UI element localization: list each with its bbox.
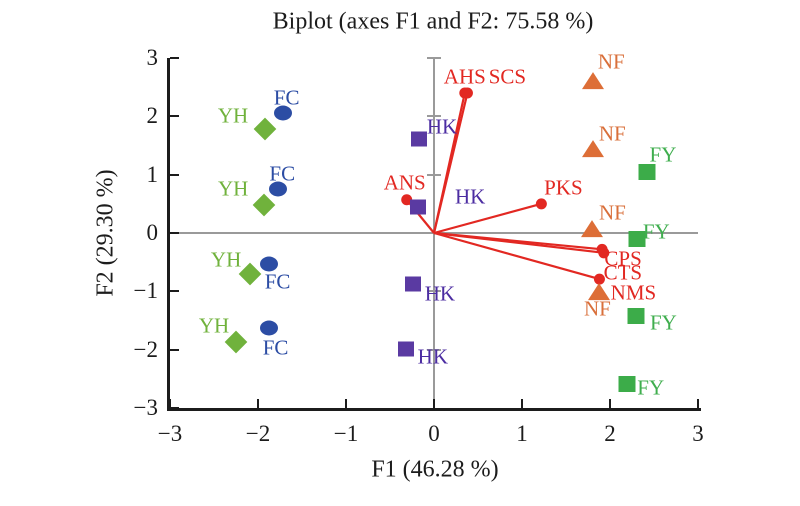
data-point-label-fc: FC	[273, 85, 300, 110]
data-point-fc	[259, 256, 278, 272]
data-point-label-fc: FC	[269, 161, 296, 186]
x-tick-label: −1	[333, 421, 359, 446]
zero-line-tick	[427, 57, 441, 59]
vector-tip-ans	[401, 194, 413, 206]
data-point-fc	[259, 320, 278, 336]
data-point-fy	[628, 230, 646, 247]
y-tick-label: −2	[133, 336, 158, 362]
x-tick-label: 2	[604, 421, 616, 446]
y-axis-line	[167, 58, 170, 411]
zero-line-tick	[427, 115, 441, 118]
y-axis-tick	[170, 57, 179, 59]
data-point-label-yh: YH	[210, 247, 242, 272]
data-point-label-hk: HK	[454, 184, 486, 209]
data-point-label-fc: FC	[264, 269, 291, 294]
vector-label-cps: CPS	[604, 246, 642, 271]
data-point-label-nf: NF	[598, 200, 626, 225]
x-axis-tick	[433, 399, 435, 408]
data-point-label-fy: FY	[649, 142, 677, 167]
vector-line-nms	[433, 231, 600, 281]
data-point-nf	[582, 139, 605, 157]
x-axis-tick	[257, 399, 259, 408]
data-point-label-yh: YH	[217, 103, 249, 128]
data-point-hk	[410, 199, 427, 215]
y-axis-tick	[170, 348, 179, 351]
x-axis-tick	[697, 399, 699, 408]
data-point-label-fy: FY	[642, 219, 670, 244]
data-point-nf	[581, 220, 604, 238]
data-point-label-fy: FY	[649, 310, 677, 335]
vector-tip-scs	[461, 87, 473, 99]
x-axis-title: F1 (46.28 %)	[371, 456, 499, 483]
zero-line-tick	[427, 173, 441, 176]
vector-label-pks: PKS	[544, 175, 583, 200]
x-tick-label: 3	[692, 421, 704, 446]
vector-label-scs: SCS	[488, 64, 527, 89]
x-tick-label: 1	[516, 421, 528, 446]
data-point-label-hk: HK	[424, 281, 456, 306]
chart-title: Biplot (axes F1 and F2: 75.58 %)	[272, 8, 594, 35]
vector-label-cts: CTS	[603, 260, 643, 285]
vector-line-cts	[433, 231, 604, 254]
zero-line-tick	[427, 290, 441, 293]
vector-tip-nms	[593, 273, 605, 285]
data-point-fc	[273, 105, 292, 121]
x-tick-label: 0	[428, 421, 440, 446]
vector-tip-pks	[535, 198, 547, 210]
data-point-label-nf: NF	[598, 121, 626, 146]
data-point-label-hk: HK	[417, 344, 448, 368]
x-axis-tick	[169, 399, 171, 408]
data-point-hk	[411, 131, 428, 146]
x-tick-label: −3	[157, 421, 183, 446]
data-point-label-fc: FC	[262, 335, 289, 360]
y-tick-label: 1	[146, 161, 159, 187]
data-point-label-nf: NF	[584, 296, 611, 321]
y-axis-tick	[170, 290, 179, 293]
data-point-fy	[627, 308, 645, 325]
y-axis-tick	[170, 115, 179, 118]
data-point-fy	[618, 375, 636, 392]
data-point-fc	[269, 181, 288, 197]
y-tick-label: 3	[146, 45, 159, 70]
vector-line-pks	[433, 202, 542, 235]
data-point-label-nf: NF	[597, 49, 625, 74]
y-axis-tick	[170, 232, 179, 234]
x-axis-line	[167, 408, 701, 411]
vector-label-ans: ANS	[383, 170, 426, 195]
y-tick-label: −1	[133, 278, 158, 304]
x-axis-tick	[609, 399, 611, 408]
y-axis-tick	[170, 407, 179, 409]
x-axis-tick	[345, 399, 347, 408]
x-tick-label: −2	[245, 421, 271, 446]
data-point-nf	[582, 72, 605, 90]
data-point-label-hk: HK	[426, 114, 458, 138]
y-tick-label: 0	[146, 220, 159, 245]
data-point-hk	[404, 276, 421, 292]
data-point-label-yh: YH	[217, 176, 249, 201]
vector-line-scs	[432, 92, 469, 234]
data-point-nf	[588, 283, 611, 301]
x-axis-tick	[521, 399, 523, 408]
vector-label-nms: NMS	[610, 280, 657, 305]
y-tick-label: 2	[146, 103, 159, 129]
y-axis-tick	[170, 173, 179, 176]
zero-line-tick	[427, 348, 441, 351]
data-point-label-fy: FY	[637, 375, 665, 399]
vector-label-ahs: AHS	[443, 64, 486, 89]
y-tick-label: −3	[133, 395, 158, 420]
data-point-hk	[397, 341, 414, 356]
plot-area: −3 −2 −1 0 1 2 3 3 2 1 0 −1 −2 −3 AHS SCS ANS PKS CPS CTS NM…	[134, 45, 704, 446]
vector-tip-cts	[598, 247, 610, 259]
data-point-fy	[638, 164, 656, 181]
data-point-label-yh: YH	[198, 313, 230, 337]
y-axis-title: F2 (29.30 %)	[92, 169, 119, 297]
